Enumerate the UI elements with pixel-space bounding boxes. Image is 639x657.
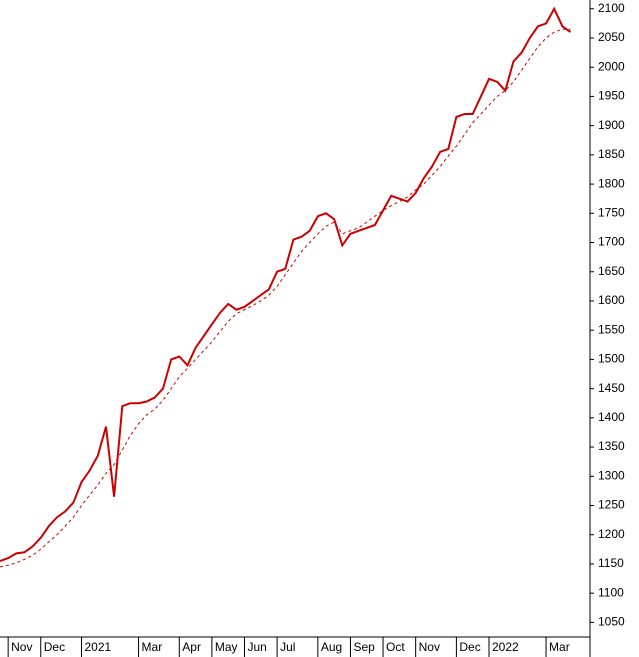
y-tick-label: 2100: [598, 1, 625, 15]
x-tick-label: Jul: [280, 640, 295, 654]
y-tick-label: 1100: [598, 585, 624, 599]
y-tick-label: 1550: [598, 322, 625, 336]
y-tick-label: 1500: [598, 352, 625, 366]
y-tick-label: 1250: [598, 498, 625, 512]
y-tick-label: 1850: [598, 147, 625, 161]
x-tick-label: Dec: [44, 640, 65, 654]
x-tick-label: Sep: [353, 640, 375, 654]
series-line: [0, 28, 571, 568]
y-tick-label: 1350: [598, 439, 625, 453]
x-tick-label: Apr: [182, 640, 201, 654]
x-tick-label: Aug: [321, 640, 342, 654]
y-tick-label: 1700: [598, 235, 625, 249]
x-tick-label: May: [215, 640, 238, 654]
x-tick-label: Nov: [419, 640, 440, 654]
x-tick-label: Jun: [248, 640, 267, 654]
x-tick-label: 2021: [85, 640, 112, 654]
y-tick-label: 1650: [598, 264, 625, 278]
y-tick-label: 1050: [598, 615, 625, 629]
y-tick-label: 1600: [598, 293, 625, 307]
y-tick-label: 1950: [598, 89, 625, 103]
y-tick-label: 1300: [598, 468, 625, 482]
y-tick-label: 1800: [598, 176, 625, 190]
y-tick-label: 1150: [598, 556, 624, 570]
y-tick-label: 1200: [598, 527, 625, 541]
y-tick-label: 2000: [598, 59, 625, 73]
x-tick-label: 2022: [492, 640, 519, 654]
y-tick-label: 1750: [598, 205, 625, 219]
x-tick-label: Oct: [386, 640, 405, 654]
y-tick-label: 1400: [598, 410, 625, 424]
x-tick-label: Dec: [459, 640, 480, 654]
x-tick-label: Nov: [11, 640, 32, 654]
y-tick-label: 1900: [598, 118, 625, 132]
x-tick-label: Mar: [142, 640, 163, 654]
y-tick-label: 1450: [598, 381, 625, 395]
x-tick-label: Mar: [549, 640, 570, 654]
y-tick-label: 2050: [598, 30, 625, 44]
series-line: [0, 6, 572, 562]
